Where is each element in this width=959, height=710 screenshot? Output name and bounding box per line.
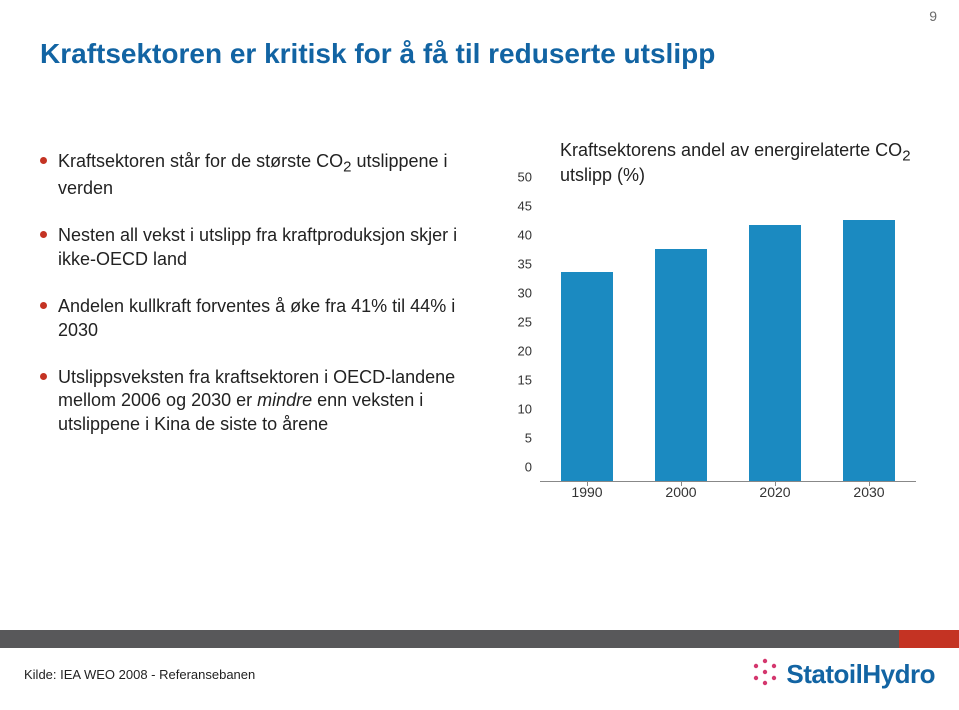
x-tick-label: 2020 [759,484,790,500]
x-axis: 1990 2000 2020 2030 [540,484,916,504]
y-tick-label: 10 [518,401,532,416]
x-tick-label: 2000 [665,484,696,500]
y-axis: 05101520253035404550 [500,192,536,482]
bullet-item: Kraftsektoren står for de største CO2 ut… [40,150,470,200]
footer-accent [899,630,959,648]
chart-title: Kraftsektorens andel av energirelaterte … [560,140,920,186]
bar [561,272,613,481]
y-tick-label: 0 [525,459,532,474]
bullet-list: Kraftsektoren står for de største CO2 ut… [40,150,470,460]
source-text: Kilde: IEA WEO 2008 - Referansebanen [24,667,255,682]
bullet-item: Nesten all vekst i utslipp fra kraftprod… [40,224,470,271]
logo-star-icon [750,657,780,692]
y-tick-label: 15 [518,372,532,387]
logo-text: StatoilHydro [786,659,935,690]
logo: StatoilHydro [750,657,935,692]
y-tick-label: 45 [518,198,532,213]
plot-area [540,192,916,482]
y-tick-label: 5 [525,430,532,445]
x-tick-label: 1990 [571,484,602,500]
y-tick-label: 20 [518,343,532,358]
bar [655,249,707,481]
x-tick-label: 2030 [853,484,884,500]
y-tick-label: 25 [518,314,532,329]
bullet-item: Andelen kullkraft forventes å øke fra 41… [40,295,470,342]
slide: 9 Kraftsektoren er kritisk for å få til … [0,0,959,710]
chart-body: 05101520253035404550 1990200020202030 [500,192,920,502]
footer-stripe [0,630,959,648]
bar [749,225,801,480]
page-title: Kraftsektoren er kritisk for å få til re… [40,38,715,70]
y-tick-label: 40 [518,227,532,242]
page-number: 9 [929,8,937,24]
bullet-item: Utslippsveksten fra kraftsektoren i OECD… [40,366,470,436]
y-tick-label: 30 [518,285,532,300]
bar-chart: Kraftsektorens andel av energirelaterte … [500,140,920,500]
y-tick-label: 35 [518,256,532,271]
bar [843,220,895,481]
y-tick-label: 50 [518,169,532,184]
